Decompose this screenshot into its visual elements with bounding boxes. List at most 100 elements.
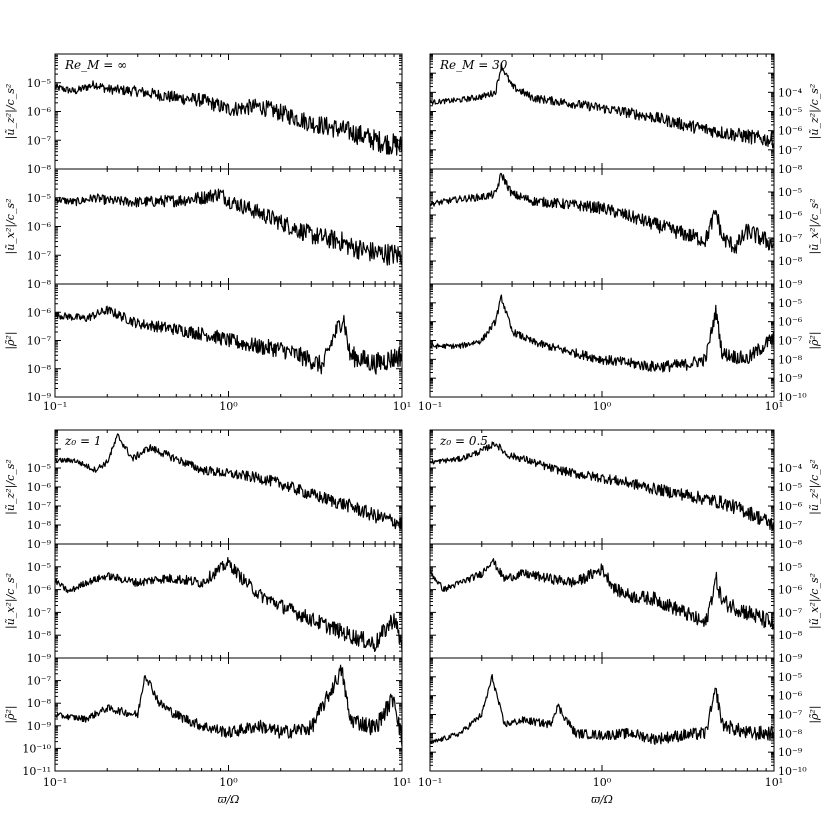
y-tick-label: 10⁻⁵: [27, 77, 51, 90]
y-axis-label: |ũ_z²|/c_s²: [808, 459, 822, 515]
y-axis-label: |ũ_x²|/c_s²: [4, 198, 18, 254]
y-tick-label: 10⁻⁸: [778, 538, 803, 551]
x-tick-label: 10⁰: [593, 776, 612, 789]
series-line: [54, 80, 403, 156]
y-tick-label: 10⁻⁵: [27, 462, 51, 475]
y-tick-label: 10⁻⁸: [778, 629, 803, 642]
panel-frame: [429, 168, 775, 285]
panel-frame: [429, 657, 775, 772]
y-tick-label: 10⁻⁶: [778, 316, 803, 329]
y-tick-label: 10⁻⁵: [778, 561, 802, 574]
panel-top-left-middle: 10⁻⁸ 10⁻⁷ 10⁻⁶ 10⁻⁵ |ũ_x²|/c_s²: [4, 168, 403, 291]
series-line: [429, 294, 775, 373]
y-tick-label: 10⁻⁶: [27, 584, 52, 597]
panel-top-left-lower: 10⁻⁹ 10⁻⁸ 10⁻⁷ 10⁻⁶ |ρ̃²|: [4, 283, 403, 404]
y-tick-label: 10⁻⁹: [27, 720, 52, 733]
series-line: [429, 441, 775, 531]
series-line: [429, 558, 775, 630]
x-tick-label: 10⁰: [219, 400, 238, 413]
panel-bottom-right-middle: 10⁻⁹ 10⁻⁸ 10⁻⁷ 10⁻⁶ 10⁻⁵ |ũ_x²|/c_s²: [429, 543, 822, 665]
series-line: [430, 674, 775, 745]
y-tick-label: 10⁻⁸: [27, 697, 52, 710]
y-tick-label: 10⁻⁸: [27, 163, 52, 176]
y-axis-label: |ũ_x²|/c_s²: [808, 198, 822, 254]
y-tick-label: 10⁻⁵: [778, 297, 802, 310]
y-axis-label: |ũ_z²|/c_s²: [4, 84, 18, 140]
panel-label: Re_M = ∞: [64, 58, 127, 72]
y-tick-label: 10⁻⁶: [27, 106, 52, 119]
y-tick-label: 10⁻⁷: [778, 709, 803, 722]
series-line: [429, 172, 775, 254]
series-line: [54, 433, 403, 530]
x-tick-label: 10¹: [393, 776, 411, 789]
y-axis-label: |ũ_z²|/c_s²: [4, 459, 18, 515]
y-tick-label: 10⁻⁶: [778, 209, 803, 222]
x-axis-top-right: 10⁻¹ 10⁰ 10¹: [418, 400, 783, 413]
y-tick-label: 10⁻⁹: [778, 372, 803, 385]
x-axis-label: ϖ/Ω: [591, 793, 613, 806]
x-tick-label: 10⁻¹: [418, 776, 442, 789]
y-tick-label: 10⁻⁹: [778, 746, 803, 759]
x-axis-label: ϖ/Ω: [218, 793, 240, 806]
panel-frame: [429, 283, 775, 398]
y-axis-label: |ũ_x²|/c_s²: [4, 573, 18, 629]
y-tick-label: 10⁻⁷: [27, 134, 52, 147]
y-tick-label: 10⁻⁹: [27, 538, 52, 551]
y-tick-label: 10⁻⁹: [778, 652, 803, 665]
y-tick-label: 10⁻¹⁰: [778, 391, 807, 404]
y-axis-label: |ρ̃²|: [808, 705, 822, 723]
panel-bottom-left-lower: 10⁻¹¹ 10⁻¹⁰ 10⁻⁹ 10⁻⁸ 10⁻⁷ |ρ̃²|: [4, 657, 403, 778]
panel-label: Re_M = 30: [439, 58, 508, 72]
x-axis-left: 10⁻¹ 10⁰ 10¹ ϖ/Ω: [43, 776, 411, 806]
y-tick-label: 10⁻⁵: [27, 561, 51, 574]
y-tick-label: 10⁻¹¹: [22, 765, 51, 778]
series-line: [54, 188, 403, 266]
y-tick-label: 10⁻⁵: [778, 106, 802, 119]
x-tick-label: 10¹: [765, 776, 783, 789]
series-line: [54, 557, 403, 652]
series-line: [54, 664, 403, 747]
x-tick-label: 10¹: [393, 400, 411, 413]
y-tick-label: 10⁻¹⁰: [778, 765, 807, 778]
y-tick-label: 10⁻⁷: [778, 335, 803, 348]
x-tick-label: 10⁰: [593, 400, 612, 413]
y-tick-label: 10⁻⁸: [27, 519, 52, 532]
y-tick-label: 10⁻⁶: [778, 690, 803, 703]
y-tick-label: 10⁻⁹: [778, 278, 803, 291]
series-line: [429, 62, 775, 149]
panel-top-right-middle: 10⁻⁹ 10⁻⁸ 10⁻⁷ 10⁻⁶ 10⁻⁵ |ũ_x²|/c_s²: [429, 168, 822, 291]
y-tick-label: 10⁻⁶: [27, 481, 52, 494]
y-tick-label: 10⁻⁷: [778, 606, 803, 619]
panel-frame: [54, 429, 403, 545]
y-tick-label: 10⁻⁷: [27, 500, 52, 513]
y-tick-label: 10⁻⁴: [778, 462, 803, 475]
y-tick-label: 10⁻⁴: [778, 86, 803, 99]
panel-bottom-left-middle: 10⁻⁹ 10⁻⁸ 10⁻⁷ 10⁻⁶ 10⁻⁵ |ũ_x²|/c_s²: [4, 543, 403, 665]
y-tick-label: 10⁻⁷: [27, 675, 52, 688]
panel-top-right-upper: 10⁻⁸ 10⁻⁷ 10⁻⁶ 10⁻⁵ 10⁻⁴ |ũ_z²|/c_s² Re_M = 30: [429, 53, 822, 176]
y-tick-label: 10⁻⁷: [27, 335, 52, 348]
y-tick-label: 10⁻⁶: [27, 306, 52, 319]
y-tick-label: 10⁻⁹: [27, 652, 52, 665]
panel-bottom-left-upper: 10⁻⁹ 10⁻⁸ 10⁻⁷ 10⁻⁶ 10⁻⁵ |ũ_z²|/c_s² z₀ = 1: [4, 429, 403, 551]
x-tick-label: 10⁻¹: [43, 400, 67, 413]
panel-bottom-right-upper: 10⁻⁸ 10⁻⁷ 10⁻⁶ 10⁻⁵ 10⁻⁴ |ũ_z²|/c_s² z₀ = 0.5: [429, 429, 822, 551]
y-axis-label: |ρ̃²|: [808, 331, 822, 349]
y-tick-label: 10⁻⁷: [778, 144, 803, 157]
y-tick-label: 10⁻⁷: [27, 606, 52, 619]
y-axis-label: |ρ̃²|: [4, 705, 18, 723]
y-tick-label: 10⁻⁵: [27, 192, 51, 205]
y-tick-label: 10⁻⁵: [778, 186, 802, 199]
y-tick-label: 10⁻⁷: [778, 232, 803, 245]
x-tick-label: 10⁰: [219, 776, 238, 789]
y-axis-label: |ũ_x²|/c_s²: [808, 573, 822, 629]
y-tick-label: 10⁻⁸: [27, 363, 52, 376]
y-tick-label: 10⁻⁸: [778, 353, 803, 366]
y-tick-label: 10⁻⁷: [778, 519, 803, 532]
y-tick-label: 10⁻⁵: [778, 671, 802, 684]
panel-top-left-upper: 10⁻⁸ 10⁻⁷ 10⁻⁶ 10⁻⁵ |ũ_z²|/c_s² Re_M = ∞: [4, 53, 403, 176]
y-tick-label: 10⁻⁵: [778, 481, 802, 494]
y-tick-label: 10⁻⁶: [778, 584, 803, 597]
panel-label: z₀ = 0.5: [439, 434, 488, 448]
